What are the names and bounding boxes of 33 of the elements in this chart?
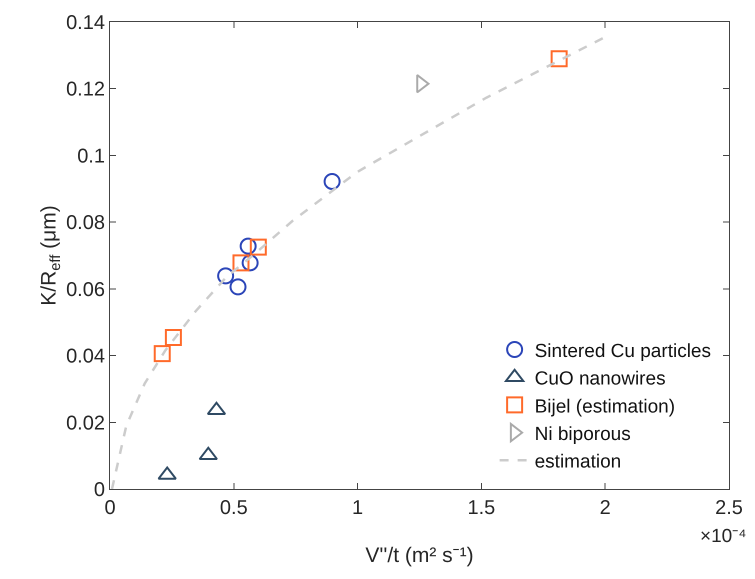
point xyxy=(164,329,182,346)
legend-label: Sintered Cu particles xyxy=(534,340,711,362)
point xyxy=(198,446,218,460)
point xyxy=(240,238,257,255)
y-tick-label: 0.02 xyxy=(66,412,105,434)
point xyxy=(230,278,247,296)
point xyxy=(324,172,341,190)
y-tick-label: 0.04 xyxy=(66,346,105,368)
legend-label: Bijel (estimation) xyxy=(534,396,676,418)
point xyxy=(154,345,171,362)
x-tick-label: 2 xyxy=(600,497,611,519)
point xyxy=(242,254,259,272)
x-tick-label: 1 xyxy=(352,497,364,519)
y-tick-label: 0.08 xyxy=(66,212,105,234)
x-tick-label: 0.5 xyxy=(220,497,248,519)
y-tick-label: 0.06 xyxy=(66,278,105,301)
x-tick-label: 1.5 xyxy=(467,497,496,519)
point xyxy=(206,402,226,416)
y-tick-label: 0.1 xyxy=(77,145,105,168)
legend-label: Ni biporous xyxy=(534,424,631,446)
legend-label: CuO nanowires xyxy=(534,368,666,390)
x-axis-title: V''/t (m² s⁻¹) xyxy=(365,544,474,567)
y-tick-label: 0.14 xyxy=(66,12,105,34)
point xyxy=(158,466,177,480)
y-tick-label: 0.12 xyxy=(66,78,105,101)
point xyxy=(217,267,234,284)
point xyxy=(250,238,267,256)
x-tick-label: 2.5 xyxy=(715,497,743,519)
text: ×10⁻⁴ xyxy=(700,526,746,547)
point xyxy=(550,50,568,68)
legend-label: estimation xyxy=(534,452,622,473)
y-tick-label: 0 xyxy=(94,479,105,501)
point xyxy=(232,254,250,272)
